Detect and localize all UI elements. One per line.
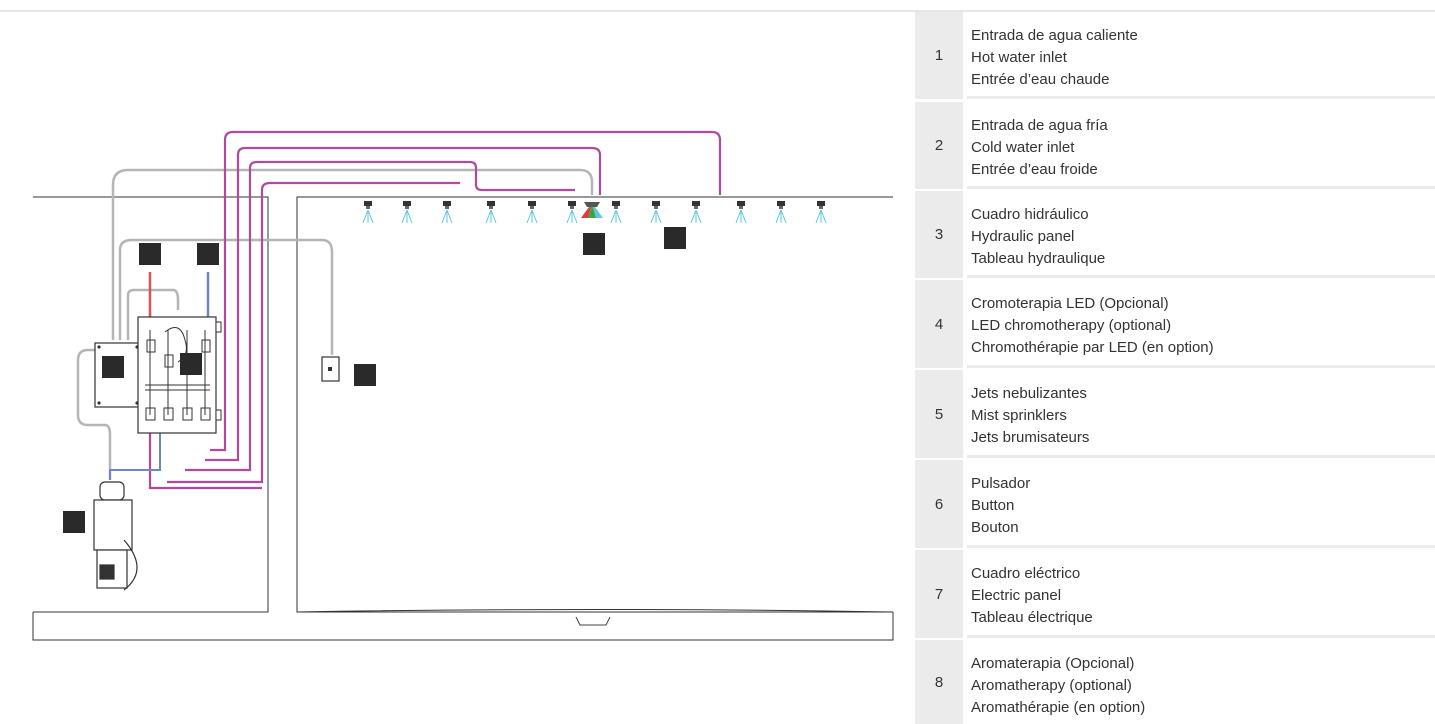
legend-label-es: Jets nebulizantes <box>971 385 1087 402</box>
legend-label-fr: Entrée d’eau froide <box>971 161 1098 178</box>
legend-number: 6 <box>915 460 963 548</box>
legend-row: 5 Jets nebulizantes Mist sprinklers Jets br… <box>915 370 1435 458</box>
legend-number: 1 <box>915 12 963 99</box>
top-border <box>0 10 1435 724</box>
mist-sprinkler <box>775 201 787 224</box>
legend-label-en: Electric panel <box>971 587 1062 604</box>
legend-label-en: Cold water inlet <box>971 139 1075 156</box>
legend-number: 8 <box>915 640 963 724</box>
legend-label-es: Entrada de agua fría <box>971 117 1108 134</box>
legend-number: 3 <box>915 191 963 278</box>
mist-sprinkler <box>526 201 538 224</box>
marker-mist-sprinklers <box>664 227 686 249</box>
legend-label-fr: Tableau hydraulique <box>971 250 1106 267</box>
legend-label-es: Entrada de agua caliente <box>971 27 1138 44</box>
marker-button <box>354 364 376 386</box>
mist-sprinkler <box>735 201 747 224</box>
legend-row: 1 Entrada de agua caliente Hot water inlet… <box>915 12 1435 99</box>
aroma-feed-pipe <box>109 430 161 480</box>
legend-text: Cromoterapia LED (Opcional) LED chromothe… <box>967 280 1435 368</box>
legend-row: 4 Cromoterapia LED (Opcional) LED chromoth… <box>915 280 1435 368</box>
legend-row: 8 Aromaterapia (Opcional) Aromatherapy (op… <box>915 640 1435 724</box>
legend-text: Jets nebulizantes Mist sprinklers Jets bru… <box>967 370 1435 458</box>
legend-label-en: Mist sprinklers <box>971 407 1067 424</box>
mist-sprinkler <box>690 201 702 224</box>
legend-label-es: Pulsador <box>971 475 1031 492</box>
mist-sprinkler <box>441 201 453 224</box>
push-button-dot <box>328 367 332 371</box>
mist-sprinkler <box>650 201 662 224</box>
marker-electric-panel <box>102 356 124 378</box>
legend-label-es: Cuadro eléctrico <box>971 565 1081 582</box>
legend-text: Pulsador Button Bouton <box>967 460 1435 548</box>
legend-number: 4 <box>915 280 963 368</box>
mist-sprinkler <box>362 201 374 224</box>
legend-label-en: LED chromotherapy (optional) <box>971 317 1172 334</box>
legend-label-en: Button <box>971 497 1015 514</box>
legend-number: 2 <box>915 102 963 189</box>
mist-sprinklers <box>362 201 827 224</box>
legend-label-en: Hot water inlet <box>971 49 1067 66</box>
legend-text: Entrada de agua caliente Hot water inlet E… <box>967 12 1435 99</box>
marker-hydraulic-panel <box>180 353 202 375</box>
mist-sprinkler <box>485 201 497 224</box>
legend-text: Cuadro hidráulico Hydraulic panel Tableau … <box>967 191 1435 278</box>
legend-label-fr: Jets brumisateurs <box>971 429 1090 446</box>
mist-sprinkler <box>610 201 622 224</box>
marker-hot-inlet <box>139 243 161 265</box>
legend-row: 3 Cuadro hidráulico Hydraulic panel Tableau… <box>915 191 1435 278</box>
marker-led <box>583 233 605 255</box>
legend-label-fr: Aromathérapie (en option) <box>971 699 1146 716</box>
legend-table: 1 Entrada de agua caliente Hot water inlet… <box>915 12 1435 724</box>
legend-text: Cuadro eléctrico Electric panel Tableau él… <box>967 550 1435 638</box>
legend-number: 7 <box>915 550 963 638</box>
mist-sprinkler <box>815 201 827 224</box>
legend-label-es: Aromaterapia (Opcional) <box>971 655 1135 672</box>
legend-row: 7 Cuadro eléctrico Electric panel Tableau é… <box>915 550 1435 638</box>
legend-row: 2 Entrada de agua fría Cold water inlet Ent… <box>915 102 1435 189</box>
legend-label-en: Aromatherapy (optional) <box>971 677 1132 694</box>
legend-number: 5 <box>915 370 963 458</box>
legend-row: 6 Pulsador Button Bouton <box>915 460 1435 548</box>
marker-cold-inlet <box>197 243 219 265</box>
legend-label-es: Cuadro hidráulico <box>971 206 1089 223</box>
legend-label-en: Hydraulic panel <box>971 228 1075 245</box>
legend-text: Entrada de agua fría Cold water inlet Entr… <box>967 102 1435 189</box>
diagram-drawing <box>32 130 894 641</box>
legend-text: Aromaterapia (Opcional) Aromatherapy (opt… <box>967 640 1435 724</box>
mist-sprinkler <box>566 201 578 224</box>
mist-sprinkler <box>401 201 413 224</box>
hydraulic-panel-body <box>137 316 222 434</box>
legend-label-fr: Tableau électrique <box>971 609 1093 626</box>
led-spotlight <box>581 202 603 218</box>
marker-aromatherapy <box>63 511 85 533</box>
mist-lines <box>148 130 722 490</box>
legend-label-fr: Chromothérapie par LED (en option) <box>971 339 1214 356</box>
aromatherapy-unit-body <box>93 481 138 591</box>
room-outline <box>32 196 894 641</box>
legend-label-fr: Bouton <box>971 519 1019 536</box>
installation-diagram <box>0 10 915 724</box>
legend-label-fr: Entrée d’eau chaude <box>971 71 1110 88</box>
legend-label-es: Cromoterapia LED (Opcional) <box>971 295 1169 312</box>
